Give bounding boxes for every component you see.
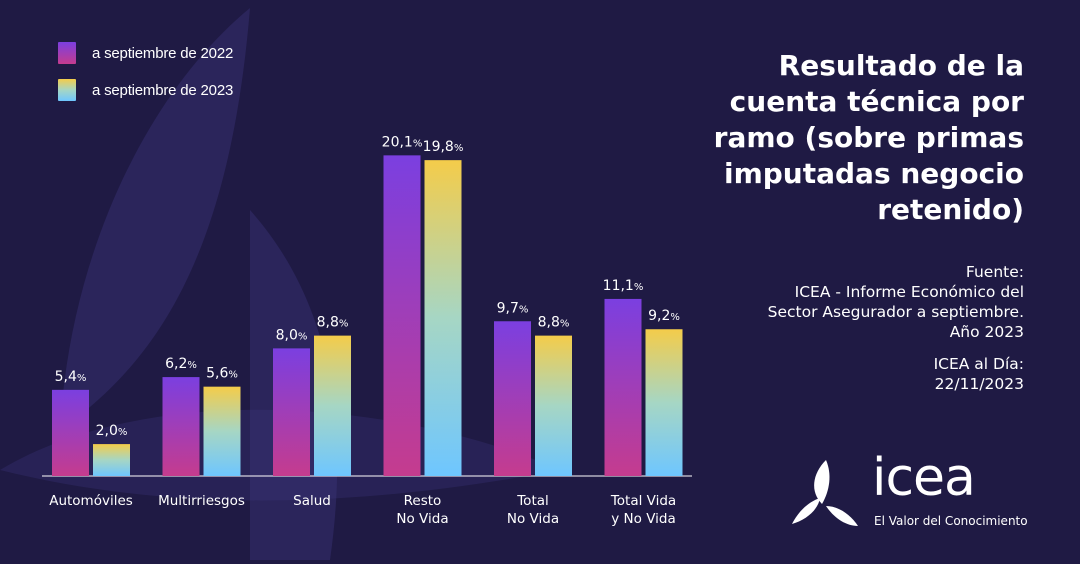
logo-tagline: El Valor del Conocimiento: [874, 514, 1028, 528]
logo-petal: [792, 498, 820, 524]
bar-2023: [535, 335, 572, 476]
category-label: No Vida: [396, 511, 448, 527]
logo-wordmark: icea: [872, 448, 976, 508]
bar-value-label: 5,6%: [206, 366, 238, 382]
title-line: Resultado de la: [778, 49, 1024, 82]
source-line: Año 2023: [949, 323, 1024, 341]
category-label: Total Vida: [610, 493, 676, 509]
legend-label-2022: a septiembre de 2022: [92, 44, 234, 62]
legend-item-2023: a septiembre de 2023: [58, 79, 233, 101]
bar-value-label: 8,8%: [538, 315, 570, 331]
title-line: imputadas negocio: [723, 157, 1024, 190]
bar-2023: [314, 335, 351, 476]
category-label: Automóviles: [49, 493, 133, 509]
bar-2022: [52, 389, 89, 476]
source-line: ICEA - Informe Económico del: [794, 283, 1024, 301]
bar-value-label: 20,1%: [382, 134, 423, 150]
title-line: retenido): [877, 193, 1024, 226]
legend-item-2022: a septiembre de 2022: [58, 42, 233, 64]
bar-2023: [203, 386, 241, 476]
date-label: ICEA al Día:: [933, 355, 1024, 373]
logo-petal: [814, 460, 830, 504]
leaf-shape-large: [60, 8, 250, 430]
category-label: y No Vida: [611, 511, 675, 527]
title-line: cuenta técnica por: [729, 85, 1024, 118]
category-label: Resto: [404, 493, 442, 509]
bar-value-label: 8,8%: [317, 315, 349, 331]
bar-2022: [383, 155, 421, 476]
legend-swatch-2023: [58, 79, 76, 101]
bar-2022: [273, 348, 310, 476]
bar-2022: [494, 321, 531, 476]
bar-value-label: 5,4%: [55, 369, 87, 385]
icea-logo: icea El Valor del Conocimiento: [786, 448, 1046, 536]
bar-2022: [162, 377, 200, 476]
title-line: ramo (sobre primas: [713, 121, 1024, 154]
bar-2022: [604, 298, 642, 476]
bar-value-label: 8,0%: [276, 327, 308, 343]
source-note: Fuente: ICEA - Informe Económico del Sec…: [694, 262, 1024, 394]
category-label: No Vida: [507, 511, 559, 527]
bar-value-label: 9,7%: [497, 300, 529, 316]
chart-title: Resultado de la cuenta técnica por ramo …: [644, 48, 1024, 228]
date-value: 22/11/2023: [934, 375, 1024, 393]
bar-value-label: 9,2%: [648, 308, 680, 324]
logo-petal: [826, 506, 858, 526]
bar-value-label: 19,8%: [423, 139, 464, 155]
icea-logo-mark: [792, 460, 858, 526]
source-line: Sector Asegurador a septiembre.: [767, 303, 1024, 321]
source-label: Fuente:: [965, 263, 1024, 281]
legend-label-2023: a septiembre de 2023: [92, 81, 234, 99]
category-label: Multirriesgos: [158, 493, 245, 509]
bar-value-label: 2,0%: [96, 423, 128, 439]
category-label: Total: [516, 493, 549, 509]
legend: a septiembre de 2022 a septiembre de 202…: [58, 42, 233, 116]
category-label: Salud: [293, 493, 331, 509]
bar-value-label: 11,1%: [603, 278, 644, 294]
bar-2023: [645, 329, 683, 476]
bar-value-label: 6,2%: [165, 356, 197, 372]
legend-swatch-2022: [58, 42, 76, 64]
bar-2023: [93, 444, 130, 476]
bar-2023: [424, 160, 462, 476]
